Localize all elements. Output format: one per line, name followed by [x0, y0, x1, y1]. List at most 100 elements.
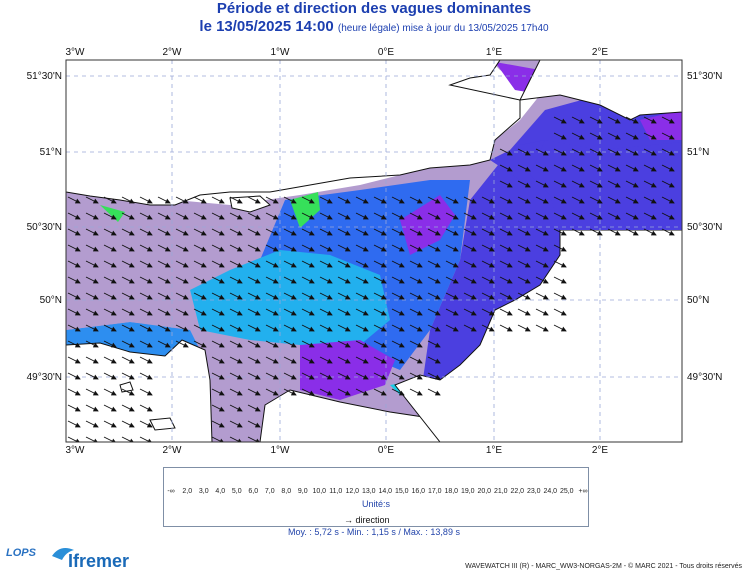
- direction-arrow: [301, 340, 315, 348]
- direction-arrow: [211, 436, 225, 442]
- direction-arrow: [553, 260, 567, 268]
- direction-arrow: [607, 116, 621, 124]
- direction-arrow: [247, 388, 261, 396]
- direction-arrow: [103, 356, 117, 364]
- direction-arrow: [67, 196, 81, 204]
- direction-arrow: [157, 324, 171, 332]
- statistics-line: Moy. : 5,72 s - Min. : 1,15 s / Max. : 1…: [288, 527, 460, 537]
- direction-arrow: [103, 292, 117, 300]
- direction-arrow: [229, 276, 243, 284]
- direction-arrow: [607, 228, 621, 236]
- direction-arrow: [643, 116, 657, 124]
- direction-arrow: [301, 260, 315, 268]
- direction-arrow: [265, 292, 279, 300]
- direction-arrow: [121, 260, 135, 268]
- direction-arrow: [625, 164, 639, 172]
- direction-arrow: [283, 212, 297, 220]
- direction-arrow: [463, 244, 477, 252]
- direction-arrow: [67, 276, 81, 284]
- lon-label-top: 2°W: [163, 47, 183, 58]
- direction-arrow: [85, 276, 99, 284]
- direction-arrow: [427, 324, 441, 332]
- direction-arrow: [157, 244, 171, 252]
- direction-arrow: [427, 340, 441, 348]
- legend-unit: Unité:s: [361, 499, 390, 509]
- direction-arrow: [319, 372, 333, 380]
- colorbar-label: 6,0: [248, 488, 259, 495]
- direction-arrow: [643, 164, 657, 172]
- direction-arrow: [517, 324, 531, 332]
- legend-scale-labels: -∞ 2,0 3,0 4,0 5,0 6,0 7,0 8,0 9,0 10,0 11,0 12,0 13…: [164, 488, 588, 498]
- direction-arrow: [535, 228, 549, 236]
- direction-arrow: [535, 276, 549, 284]
- direction-arrow: [121, 356, 135, 364]
- direction-arrow: [643, 212, 657, 220]
- direction-arrow: [373, 340, 387, 348]
- direction-arrow: [67, 404, 81, 412]
- direction-arrow: [319, 308, 333, 316]
- direction-arrow: [391, 356, 405, 364]
- direction-arrow: [445, 244, 459, 252]
- direction-arrow: [85, 340, 99, 348]
- direction-arrow: [229, 228, 243, 236]
- direction-arrow: [589, 196, 603, 204]
- direction-arrow: [661, 116, 675, 124]
- direction-arrow: [337, 340, 351, 348]
- direction-arrow: [643, 132, 657, 140]
- direction-arrow: [409, 212, 423, 220]
- direction-arrow: [553, 164, 567, 172]
- colorbar-label: 18,0: [444, 488, 459, 495]
- direction-arrow: [193, 340, 207, 348]
- ifremer-logo-mark: [52, 548, 74, 560]
- direction-arrow: [517, 148, 531, 156]
- direction-arrow: [157, 308, 171, 316]
- direction-arrow: [481, 244, 495, 252]
- direction-arrow: [211, 356, 225, 364]
- direction-arrow: [427, 228, 441, 236]
- lat-label-right: 51°N: [687, 147, 709, 158]
- direction-arrow: [247, 292, 261, 300]
- direction-arrow: [499, 164, 513, 172]
- direction-arrow: [265, 244, 279, 252]
- map-title: Période et direction des vagues dominant…: [216, 0, 532, 17]
- lon-label-bottom: 1°E: [486, 445, 503, 456]
- direction-arrow: [193, 196, 207, 204]
- direction-arrow: [499, 180, 513, 188]
- lat-label-left: 50°30'N: [27, 222, 62, 233]
- direction-arrow: [409, 308, 423, 316]
- direction-arrow: [283, 340, 297, 348]
- direction-arrow: [103, 308, 117, 316]
- direction-arrow: [553, 180, 567, 188]
- colorbar-label: 4,0: [215, 488, 226, 495]
- direction-arrow: [391, 388, 405, 396]
- direction-arrow: [571, 116, 585, 124]
- direction-arrow: [85, 308, 99, 316]
- direction-arrow: [661, 228, 675, 236]
- direction-arrow: [265, 212, 279, 220]
- direction-arrow: [265, 308, 279, 316]
- direction-arrow: [229, 212, 243, 220]
- direction-arrow: [85, 324, 99, 332]
- direction-arrow: [391, 260, 405, 268]
- direction-arrow: [427, 388, 441, 396]
- direction-arrow: [139, 308, 153, 316]
- direction-arrow: [283, 388, 297, 396]
- direction-arrow: [283, 228, 297, 236]
- direction-arrow: [103, 276, 117, 284]
- direction-arrow: [643, 180, 657, 188]
- direction-arrow: [301, 292, 315, 300]
- direction-arrow: [139, 260, 153, 268]
- direction-arrow: [283, 292, 297, 300]
- lat-label-right: 50°N: [687, 295, 709, 306]
- direction-arrow: [319, 260, 333, 268]
- direction-arrow: [103, 404, 117, 412]
- direction-arrow: [409, 276, 423, 284]
- direction-arrow: [67, 420, 81, 428]
- colorbar-label: +∞: [578, 488, 588, 495]
- direction-arrow: [643, 148, 657, 156]
- direction-arrow: [283, 324, 297, 332]
- direction-arrow: [229, 324, 243, 332]
- direction-arrow: [535, 260, 549, 268]
- direction-arrow: [211, 404, 225, 412]
- direction-arrow: [301, 308, 315, 316]
